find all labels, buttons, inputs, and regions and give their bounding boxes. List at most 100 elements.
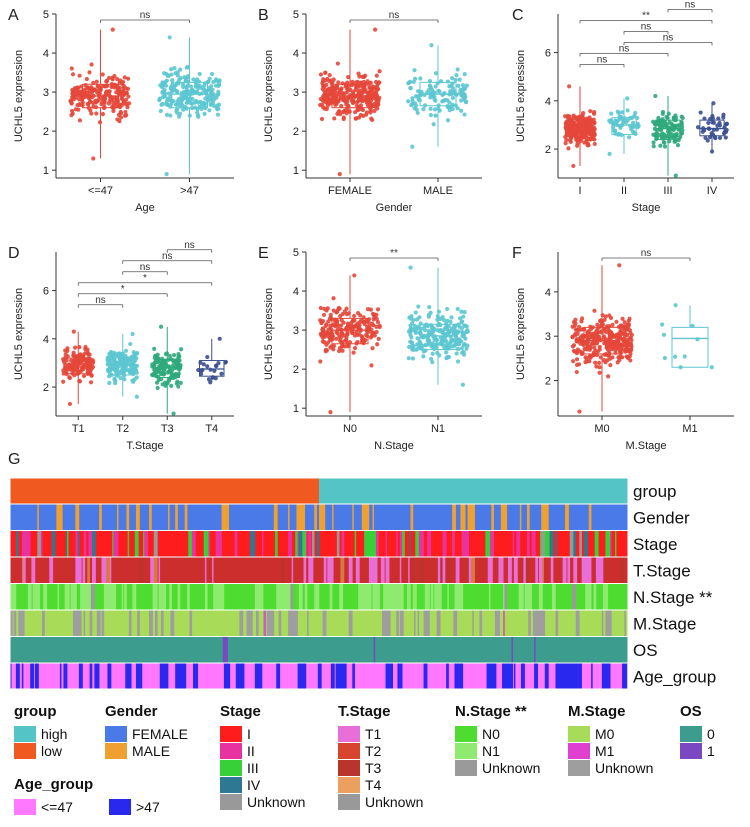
data-point bbox=[368, 108, 373, 113]
legend-title: Stage bbox=[220, 703, 261, 720]
data-point bbox=[417, 98, 422, 103]
data-point bbox=[709, 131, 714, 136]
data-point bbox=[176, 100, 182, 106]
data-point bbox=[583, 125, 588, 130]
legend-item-label: Unknown bbox=[595, 760, 653, 776]
heatmap-row: Gender bbox=[10, 504, 690, 530]
heatmap-cell bbox=[498, 557, 502, 583]
data-point bbox=[172, 358, 178, 363]
data-point bbox=[437, 108, 442, 113]
heatmap-cell bbox=[89, 663, 93, 689]
data-point bbox=[618, 347, 623, 352]
data-point bbox=[133, 367, 139, 373]
data-point bbox=[176, 354, 181, 360]
data-point bbox=[415, 110, 420, 115]
heatmap-cell bbox=[468, 504, 471, 530]
data-point bbox=[424, 322, 429, 327]
data-point bbox=[435, 81, 440, 86]
data-point bbox=[80, 358, 85, 363]
data-point bbox=[335, 61, 340, 66]
data-point bbox=[628, 351, 633, 356]
data-point bbox=[73, 366, 78, 372]
data-point bbox=[203, 105, 208, 111]
data-point bbox=[408, 332, 413, 337]
data-point bbox=[361, 74, 367, 80]
heatmap-cell bbox=[37, 504, 39, 530]
data-point bbox=[100, 111, 106, 117]
data-point bbox=[653, 132, 658, 137]
data-point bbox=[574, 369, 579, 375]
data-point bbox=[125, 105, 130, 110]
x-tick-label: N0 bbox=[343, 423, 357, 435]
heatmap-cell bbox=[19, 610, 23, 636]
heatmap-cell bbox=[381, 610, 384, 636]
data-point bbox=[339, 103, 344, 109]
data-point bbox=[348, 94, 354, 99]
data-point bbox=[454, 92, 459, 97]
data-point bbox=[408, 265, 413, 270]
data-point bbox=[373, 104, 378, 109]
data-point bbox=[365, 306, 371, 312]
heatmap-cell bbox=[560, 663, 565, 689]
legend-os: OS 01 bbox=[680, 703, 715, 759]
heatmap-cell bbox=[570, 663, 574, 689]
data-point bbox=[202, 83, 207, 88]
x-tick-label: T4 bbox=[205, 423, 218, 435]
comparison-label: ns bbox=[597, 54, 608, 65]
heatmap-row: T.Stage bbox=[10, 557, 691, 583]
data-point bbox=[168, 376, 173, 381]
data-point bbox=[162, 87, 167, 93]
heatmap-cell bbox=[437, 557, 441, 583]
heatmap-cell bbox=[408, 557, 410, 583]
data-point bbox=[357, 323, 362, 328]
data-point bbox=[190, 105, 195, 111]
y-tick-label: 6 bbox=[43, 286, 49, 298]
data-point bbox=[331, 343, 337, 348]
data-point bbox=[617, 117, 622, 122]
heatmap-cell bbox=[358, 584, 363, 610]
heatmap-cell bbox=[504, 663, 509, 689]
data-point bbox=[66, 365, 71, 371]
heatmap-row: group bbox=[10, 478, 676, 504]
x-tick-label: >47 bbox=[180, 185, 199, 197]
data-point bbox=[430, 360, 435, 365]
legend-title: Gender bbox=[105, 703, 158, 720]
data-point bbox=[337, 306, 342, 311]
heatmap-cell bbox=[160, 610, 164, 636]
data-point bbox=[577, 409, 582, 414]
heatmap-cell bbox=[87, 557, 90, 583]
heatmap-cell bbox=[13, 610, 16, 636]
data-point bbox=[413, 310, 418, 315]
data-point bbox=[587, 120, 592, 125]
heatmap-cell bbox=[330, 663, 334, 689]
heatmap-cell bbox=[487, 531, 491, 557]
data-point bbox=[421, 107, 426, 112]
heatmap-cell bbox=[128, 610, 132, 636]
data-point bbox=[628, 115, 633, 121]
data-point bbox=[377, 69, 382, 74]
data-point bbox=[365, 79, 370, 84]
heatmap-cell bbox=[193, 663, 195, 689]
y-axis-label: UCHL5 expression bbox=[515, 50, 527, 142]
data-point bbox=[563, 141, 568, 146]
data-point bbox=[93, 100, 98, 105]
data-point bbox=[412, 323, 417, 328]
data-point bbox=[197, 71, 202, 77]
data-point bbox=[706, 126, 711, 131]
heatmap-cell bbox=[319, 504, 322, 530]
heatmap-cell bbox=[189, 610, 193, 636]
data-point bbox=[604, 345, 609, 350]
legend-item-label: Unknown bbox=[482, 760, 540, 776]
data-point bbox=[377, 323, 382, 328]
data-point bbox=[350, 90, 356, 95]
heatmap-cell bbox=[184, 504, 188, 530]
legend-age: Age_group <=47 >47 bbox=[14, 776, 160, 815]
data-point bbox=[568, 127, 573, 132]
data-point bbox=[334, 310, 339, 315]
heatmap-cell bbox=[455, 584, 460, 610]
heatmap-cell bbox=[386, 584, 390, 610]
heatmap-cell bbox=[332, 504, 334, 530]
data-point bbox=[185, 64, 190, 69]
data-point bbox=[596, 360, 602, 365]
